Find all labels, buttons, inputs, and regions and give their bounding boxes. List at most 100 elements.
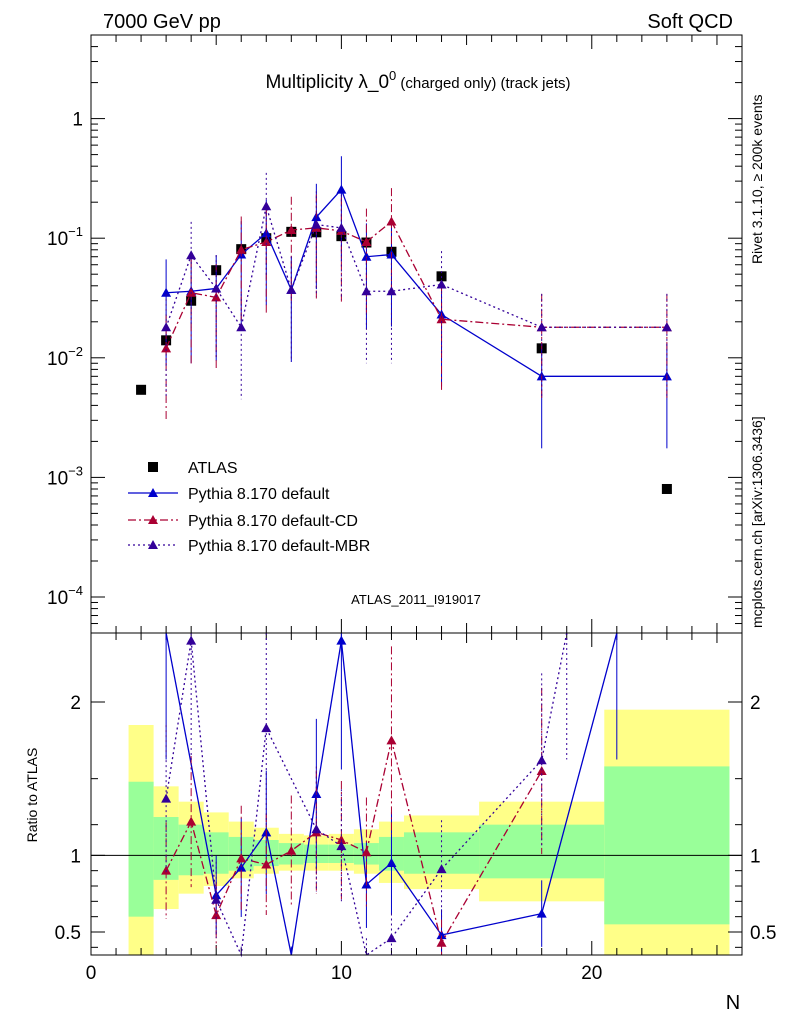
ratio-point bbox=[436, 930, 447, 940]
ratio-point bbox=[261, 859, 272, 869]
y-tick-label: 10−2 bbox=[47, 344, 83, 370]
y-tick-label: 10−4 bbox=[47, 583, 83, 609]
ratio-point bbox=[436, 864, 447, 874]
ratio-point bbox=[536, 908, 547, 918]
x-tick-label: 20 bbox=[581, 963, 602, 984]
legend-label: Pythia 8.170 default-MBR bbox=[188, 538, 370, 555]
analysis-id: ATLAS_2011_I919017 bbox=[351, 592, 481, 607]
data-point bbox=[311, 219, 322, 229]
ratio-tick-label: 1 bbox=[70, 846, 81, 867]
x-tick-label: 0 bbox=[86, 963, 97, 984]
ratio-line bbox=[165, 632, 618, 956]
data-point bbox=[286, 284, 297, 294]
legend-marker bbox=[148, 488, 158, 497]
data-point bbox=[536, 322, 547, 332]
legend-label: Pythia 8.170 default bbox=[188, 486, 330, 503]
ratio-series-2 bbox=[161, 632, 568, 958]
ratio-point bbox=[286, 845, 297, 855]
title-suffix: (charged only) (track jets) bbox=[396, 75, 570, 92]
title-main: Multiplicity λ_0 bbox=[265, 72, 389, 93]
ratio-point bbox=[536, 755, 547, 765]
ratio-point bbox=[436, 937, 447, 947]
ratio-series-layer bbox=[161, 632, 618, 958]
rivet-label: Rivet 3.1.10, ≥ 200k events bbox=[749, 94, 765, 264]
ratio-tick-label-right: 1 bbox=[750, 846, 761, 867]
legend-marker bbox=[148, 462, 158, 472]
beam-label: 7000 GeV pp bbox=[103, 11, 221, 33]
data-point bbox=[386, 216, 397, 226]
ratio-point bbox=[211, 910, 222, 920]
plot-title: Multiplicity λ_00 (charged only) (track … bbox=[265, 68, 570, 93]
main-series-layer bbox=[136, 156, 672, 494]
ratio-point bbox=[536, 766, 547, 775]
ratio-tick-label: 2 bbox=[70, 693, 81, 714]
ratio-point bbox=[386, 933, 397, 943]
data-point bbox=[286, 225, 297, 235]
ratio-ylabel: Ratio to ATLAS bbox=[24, 748, 40, 843]
data-point bbox=[261, 201, 272, 211]
ratio-frame bbox=[90, 632, 743, 956]
ratio-tick-label-right: 2 bbox=[750, 693, 761, 714]
data-point bbox=[661, 483, 672, 494]
ratio-point bbox=[336, 635, 347, 645]
ratio-bands bbox=[128, 709, 730, 955]
data-point bbox=[186, 250, 197, 260]
y-tick-label: 1 bbox=[72, 110, 83, 131]
data-point bbox=[661, 322, 672, 332]
data-point bbox=[261, 236, 272, 246]
ratio-point bbox=[386, 858, 397, 867]
ratio-line bbox=[165, 632, 568, 958]
ratio-point bbox=[336, 841, 347, 851]
x-tick-label: 10 bbox=[331, 963, 352, 984]
ratio-axes: 0.5 0.51 12 20 10 20 bbox=[55, 633, 776, 984]
ratio-tick-label: 0.5 bbox=[55, 923, 81, 944]
data-point bbox=[161, 343, 172, 353]
main-axes: 10−4 10−3 10−2 10−1 1 bbox=[47, 34, 743, 634]
data-point bbox=[236, 322, 247, 332]
ratio-series-1 bbox=[161, 646, 547, 955]
title-superscript: 0 bbox=[389, 68, 396, 83]
legend-item: Pythia 8.170 default-MBR bbox=[128, 538, 370, 555]
data-point bbox=[436, 314, 447, 324]
series-2 bbox=[161, 188, 672, 421]
data-point bbox=[161, 287, 172, 297]
inner-band bbox=[128, 781, 154, 917]
process-label: Soft QCD bbox=[647, 11, 733, 33]
data-point bbox=[361, 251, 372, 261]
data-point bbox=[336, 184, 347, 194]
data-point bbox=[436, 279, 447, 289]
legend-marker bbox=[148, 515, 158, 524]
ratio-tick-label-right: 0.5 bbox=[750, 923, 776, 944]
ratio-point bbox=[361, 847, 372, 857]
ratio-point bbox=[186, 635, 197, 645]
legend-label: ATLAS bbox=[188, 460, 238, 477]
y-tick-label: 10−1 bbox=[47, 224, 83, 250]
ratio-point bbox=[211, 894, 222, 904]
legend-label: Pythia 8.170 default-CD bbox=[188, 513, 358, 530]
ratio-point bbox=[236, 862, 247, 872]
legend-marker bbox=[148, 540, 158, 549]
ratio-point bbox=[161, 793, 172, 803]
data-point bbox=[361, 236, 372, 246]
ratio-point bbox=[236, 853, 247, 863]
data-point bbox=[236, 244, 247, 254]
ratio-point bbox=[386, 735, 397, 745]
ratio-point bbox=[261, 723, 272, 733]
legend-item: ATLAS bbox=[148, 460, 238, 477]
series-1 bbox=[161, 156, 672, 449]
legend-item: Pythia 8.170 default-CD bbox=[128, 513, 358, 530]
x-axis-label: N bbox=[726, 992, 740, 1014]
legend: ATLAS Pythia 8.170 default Pythia 8.170 de… bbox=[128, 460, 370, 555]
data-point bbox=[336, 222, 347, 232]
data-point bbox=[211, 283, 222, 293]
data-point bbox=[361, 286, 372, 296]
ratio-line bbox=[165, 740, 543, 945]
data-point bbox=[161, 322, 172, 332]
ratio-point bbox=[311, 824, 322, 834]
data-point bbox=[136, 384, 147, 395]
inner-band bbox=[604, 766, 730, 925]
inner-band bbox=[328, 844, 354, 863]
series-3 bbox=[161, 172, 672, 400]
data-point bbox=[386, 286, 397, 296]
